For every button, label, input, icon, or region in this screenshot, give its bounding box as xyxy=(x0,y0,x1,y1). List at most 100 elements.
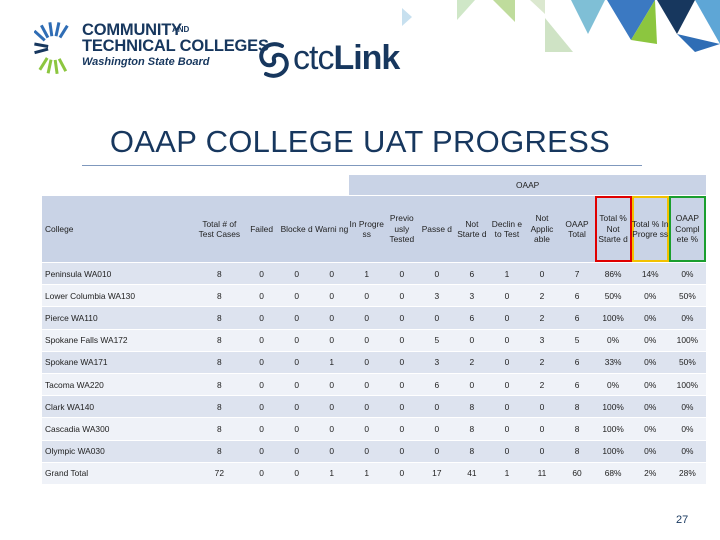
table-cell: 0 xyxy=(524,417,560,440)
table-cell: 100% xyxy=(594,439,632,463)
table-cell: 0 xyxy=(524,395,560,418)
table-cell: 0 xyxy=(314,417,350,440)
table-cell: 0 xyxy=(244,261,280,285)
table-cell: 1 xyxy=(314,350,350,374)
table-cell: 0 xyxy=(384,439,420,463)
table-cell: 0% xyxy=(631,439,669,463)
table-cell: 0 xyxy=(419,395,455,418)
table-cell: 2 xyxy=(524,350,560,374)
table-cell: 0 xyxy=(279,461,315,484)
table-cell: 0 xyxy=(349,328,385,352)
table-cell: 6 xyxy=(419,372,455,396)
table-cell: 0 xyxy=(314,261,350,285)
column-header: Total % In Progre ss xyxy=(631,195,669,263)
logo-line-technical: TECHNICAL COLLEGES xyxy=(82,38,269,55)
table-cell: 0 xyxy=(419,439,455,463)
title-divider xyxy=(82,165,642,166)
table-cell: 0 xyxy=(314,328,350,352)
table-cell: 8 xyxy=(559,417,595,440)
table-cell: 0 xyxy=(419,261,455,285)
table-cell: 0 xyxy=(279,284,315,307)
table-cell: 0 xyxy=(384,284,420,307)
table-cell: 0 xyxy=(314,395,350,418)
table-cell: 0 xyxy=(244,461,280,484)
table-cell: 2 xyxy=(524,306,560,330)
table-row: Clark WA140 8 0 0 0 0 0 0 8 0 0 8 100% 0% 0% xyxy=(42,395,706,418)
college-name-cell: Spokane WA171 xyxy=(42,350,195,374)
column-header: Declin e to Test xyxy=(489,195,525,263)
table-row: Spokane WA171 8 0 0 1 0 0 3 2 0 2 6 33% 0% 50% xyxy=(42,350,706,374)
table-cell: 0% xyxy=(668,395,706,418)
college-name-cell: Tacoma WA220 xyxy=(42,372,195,396)
table-cell: 5 xyxy=(419,328,455,352)
table-cell: 11 xyxy=(524,461,560,484)
group-header-spacer xyxy=(279,175,315,196)
table-cell: 72 xyxy=(194,461,245,484)
table-cell: 17 xyxy=(419,461,455,484)
table-cell: 0 xyxy=(419,306,455,330)
table-cell: 0 xyxy=(244,350,280,374)
table-cell: 0 xyxy=(314,284,350,307)
table-row: Grand Total 72 0 0 1 1 0 17 41 1 11 60 68% 2% 28% xyxy=(42,461,706,484)
table-cell: 100% xyxy=(668,328,706,352)
column-header: Passe d xyxy=(419,195,455,263)
table-cell: 0 xyxy=(279,328,315,352)
sbctc-logo-text: COMMUNITY TECHNICAL COLLEGES Washington … xyxy=(82,22,269,68)
table-cell: 0 xyxy=(314,306,350,330)
table-cell: 0% xyxy=(631,350,669,374)
table-cell: 0 xyxy=(279,372,315,396)
table-cell: 86% xyxy=(594,261,632,285)
uat-progress-table: OAAP College Total # of Test Cases Failed… xyxy=(42,175,706,484)
table-cell: 0 xyxy=(384,328,420,352)
table-cell: 100% xyxy=(594,417,632,440)
table-cell: 0 xyxy=(349,350,385,374)
college-name-cell: Clark WA140 xyxy=(42,395,195,418)
table-cell: 0 xyxy=(279,350,315,374)
table-cell: 50% xyxy=(668,284,706,307)
table-cell: 0% xyxy=(631,372,669,396)
table-cell: 41 xyxy=(454,461,490,484)
table-cell: 8 xyxy=(454,439,490,463)
table-cell: 2% xyxy=(631,461,669,484)
column-header: Total # of Test Cases xyxy=(194,195,245,263)
table-cell: 0 xyxy=(349,395,385,418)
logo-line-technical-main: TECHNICAL COLLEGES xyxy=(82,37,269,55)
table-cell: 0 xyxy=(454,372,490,396)
table-cell: 6 xyxy=(559,372,595,396)
sbctc-logo-mark-icon xyxy=(34,22,69,74)
table-cell: 1 xyxy=(314,461,350,484)
table-row: Pierce WA110 8 0 0 0 0 0 0 6 0 2 6 100% 0% 0% xyxy=(42,306,706,330)
table-cell: 0 xyxy=(384,372,420,396)
table-row: Cascadia WA300 8 0 0 0 0 0 0 8 0 0 8 100% 0% 0% xyxy=(42,417,706,440)
table-cell: 1 xyxy=(349,261,385,285)
table-cell: 0 xyxy=(384,306,420,330)
table-cell: 8 xyxy=(454,417,490,440)
table-cell: 0 xyxy=(489,417,525,440)
table-cell: 0 xyxy=(279,261,315,285)
table-cell: 0 xyxy=(349,439,385,463)
table-cell: 0 xyxy=(349,306,385,330)
table-cell: 0 xyxy=(384,395,420,418)
table-cell: 8 xyxy=(559,395,595,418)
table-cell: 100% xyxy=(594,306,632,330)
table-cell: 0 xyxy=(384,461,420,484)
group-header-spacer xyxy=(244,175,280,196)
table-cell: 3 xyxy=(419,284,455,307)
college-name-cell: Lower Columbia WA130 xyxy=(42,284,195,307)
table-cell: 0 xyxy=(279,395,315,418)
table-cell: 68% xyxy=(594,461,632,484)
table-cell: 0 xyxy=(349,284,385,307)
table-cell: 0 xyxy=(489,328,525,352)
table-cell: 0 xyxy=(244,372,280,396)
table-group-header-row: OAAP xyxy=(42,175,706,196)
table-cell: 0% xyxy=(594,372,632,396)
table-cell: 2 xyxy=(524,372,560,396)
table-cell: 0 xyxy=(244,328,280,352)
table-cell: 0 xyxy=(419,417,455,440)
table-cell: 6 xyxy=(559,306,595,330)
table-cell: 0 xyxy=(489,372,525,396)
table-cell: 0% xyxy=(631,328,669,352)
table-cell: 8 xyxy=(194,372,245,396)
table-cell: 0 xyxy=(489,439,525,463)
college-name-cell: Pierce WA110 xyxy=(42,306,195,330)
